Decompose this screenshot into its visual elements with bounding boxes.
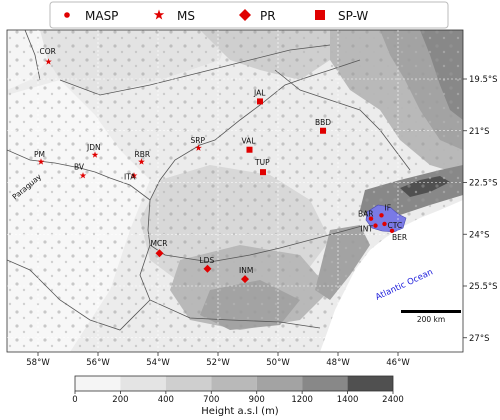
station-marker-rbr: [138, 158, 145, 165]
station-marker-bv: [79, 172, 87, 179]
legend-label-sp-w: SP-W: [338, 9, 368, 23]
colorbar: 0 200 400 700 900 1200 1400 2400: [72, 375, 404, 405]
station-label-bv: BV: [74, 163, 85, 172]
colorbar-segment: [211, 376, 257, 391]
scale-bar: 200 km: [401, 310, 461, 324]
longitude-ticks: 58°W 56°W 54°W 52°W 50°W 48°W 46°W: [26, 352, 410, 368]
legend-label-ms: MS: [177, 9, 195, 23]
station-marker-mcr: [155, 249, 164, 258]
station-marker-lds: [203, 264, 212, 273]
latitude-ticks: 19.5°S 21°S 22.5°S 24°S 25.5°S 27°S: [463, 75, 498, 344]
station-label-tup: TUP: [254, 158, 270, 167]
colorbar-tick-label: 1200: [291, 395, 313, 405]
lon-tick-label: 56°W: [86, 358, 110, 368]
station-label-ita: ITA: [124, 173, 136, 182]
station-label-rbr: RBR: [135, 150, 151, 159]
map-area: [7, 30, 463, 352]
legend-item-masp: MASP: [64, 9, 118, 23]
station-marker-if: [379, 213, 384, 218]
colorbar-tick-label: 200: [112, 395, 128, 405]
scale-bar-label: 200 km: [417, 315, 445, 324]
lon-tick-label: 48°W: [326, 358, 350, 368]
legend-item-pr: PR: [239, 9, 276, 23]
colorbar-tick-label: 1400: [337, 395, 359, 405]
station-marker-jal: [257, 98, 263, 105]
station-marker-int: [373, 223, 378, 228]
station-label-jdn: JDN: [86, 143, 101, 152]
station-label-if: IF: [385, 203, 392, 212]
lat-tick-label: 21°S: [469, 127, 489, 137]
colorbar-segment: [347, 376, 393, 391]
star-marker-icon: [153, 9, 165, 20]
station-marker-jdn: [91, 151, 99, 158]
station-marker-bbd: [320, 127, 326, 134]
colorbar-segment: [165, 376, 212, 391]
colorbar-segment: [75, 376, 121, 391]
station-marker-inm: [241, 275, 249, 284]
legend-label-masp: MASP: [85, 9, 118, 23]
station-marker-ctc: [382, 221, 387, 227]
colorbar-segment: [256, 376, 303, 391]
station-label-val: VAL: [242, 137, 257, 146]
colorbar-segment: [120, 376, 166, 391]
colorbar-tick-label: 700: [203, 395, 219, 405]
lat-tick-label: 19.5°S: [469, 75, 498, 85]
station-label-jal: JAL: [253, 88, 266, 97]
station-marker-bar: [368, 216, 374, 221]
lat-tick-label: 22.5°S: [469, 179, 498, 189]
station-label-lds: LDS: [200, 256, 215, 265]
station-marker-ber: [389, 228, 395, 233]
colorbar-label: Height a.s.l (m): [201, 406, 279, 417]
station-marker-cor: [45, 58, 52, 65]
station-label-mcr: MCR: [151, 239, 168, 248]
station-label-srp: SRP: [191, 136, 206, 145]
colorbar-tick-label: 2400: [382, 395, 404, 405]
station-label-cor: COR: [40, 47, 56, 56]
lat-tick-label: 25.5°S: [469, 282, 498, 292]
lon-tick-label: 54°W: [146, 358, 170, 368]
station-label-ber: BER: [392, 233, 407, 242]
borders: [7, 30, 411, 331]
station-labels: COR JDN PM BV RBR ITA SRP JAL BBD VAL TUP MCR LDS INM…: [34, 47, 407, 275]
lon-tick-label: 58°W: [26, 358, 50, 368]
station-label-bar: BAR: [358, 210, 374, 219]
station-label-ctc: CTC: [388, 221, 403, 230]
lat-tick-label: 24°S: [469, 230, 489, 240]
colorbar-frame: [74, 375, 394, 392]
colorbar-tick-label: 400: [158, 395, 174, 405]
legend: MASP MS PR SP-W: [49, 1, 449, 29]
graticule: [7, 30, 463, 352]
station-markers: [37, 58, 395, 284]
station-marker-srp: [195, 144, 202, 151]
colorbar-tick-label: 900: [249, 395, 265, 405]
legend-label-pr: PR: [260, 9, 276, 23]
legend-item-ms: MS: [153, 9, 195, 23]
legend-item-sp-w: SP-W: [315, 9, 368, 23]
station-marker-pm: [37, 158, 45, 165]
atlantic-ocean: [320, 200, 463, 352]
colorbar-segment: [302, 376, 348, 391]
station-label-pm: PM: [34, 150, 45, 159]
station-marker-ita: [130, 172, 138, 179]
lat-tick-label: 27°S: [469, 334, 489, 344]
station-marker-val: [246, 146, 253, 153]
colorbar-tick-label: 0: [72, 395, 77, 405]
map-frame: [6, 29, 464, 353]
lon-tick-label: 46°W: [386, 358, 410, 368]
station-label-bbd: BBD: [315, 118, 331, 127]
station-label-int: INT: [361, 225, 374, 234]
lon-tick-label: 50°W: [266, 358, 290, 368]
station-label-inm: INM: [239, 266, 253, 275]
lon-tick-label: 52°W: [206, 358, 230, 368]
station-marker-tup: [260, 169, 266, 176]
